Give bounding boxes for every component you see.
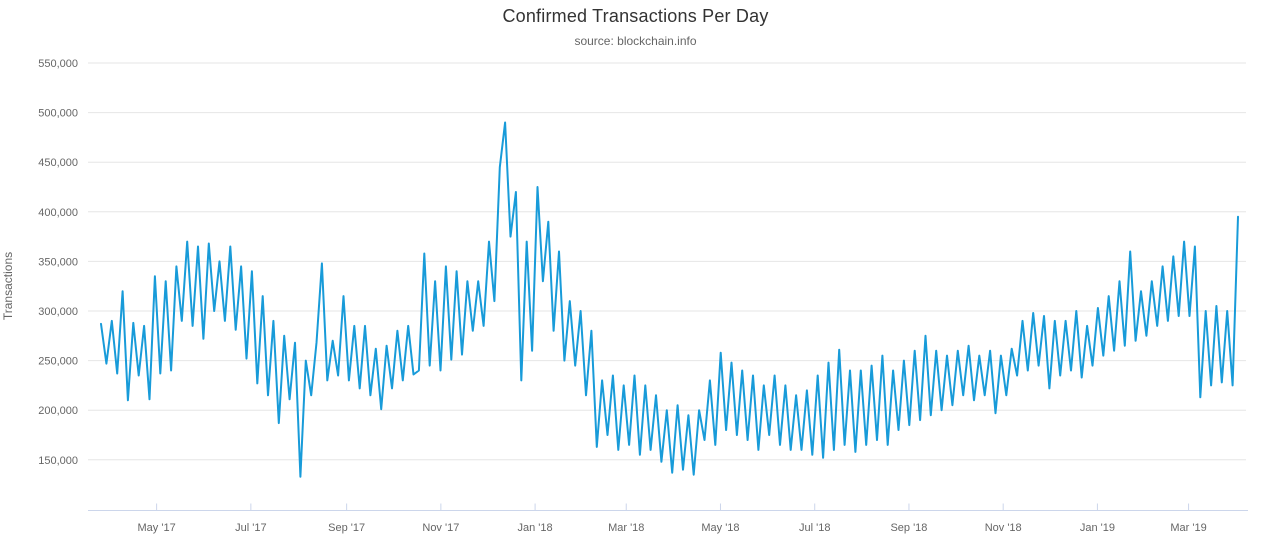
x-tick-label: May '17 (138, 522, 176, 534)
chart-title: Confirmed Transactions Per Day (502, 6, 769, 26)
y-tick-label: 150,000 (38, 455, 78, 467)
x-tick-label: Mar '19 (1170, 522, 1206, 534)
x-tick-label: Jul '17 (235, 522, 266, 534)
x-tick-label: Jan '18 (518, 522, 553, 534)
y-tick-label: 500,000 (38, 108, 78, 120)
chart-subtitle: source: blockchain.info (574, 34, 697, 48)
x-tick-label: Mar '18 (608, 522, 644, 534)
y-tick-label: 200,000 (38, 405, 78, 417)
y-tick-label: 300,000 (38, 306, 78, 318)
y-tick-label: 450,000 (38, 157, 78, 169)
y-tick-label: 550,000 (38, 58, 78, 70)
x-tick-label: Nov '18 (985, 522, 1022, 534)
x-tick-label: Sep '17 (328, 522, 365, 534)
y-tick-label: 350,000 (38, 256, 78, 268)
series-line[interactable] (100, 121, 1239, 478)
x-tick-label: May '18 (701, 522, 739, 534)
x-tick-label: Sep '18 (890, 522, 927, 534)
x-tick-label: Jan '19 (1080, 522, 1115, 534)
y-tick-label: 400,000 (38, 207, 78, 219)
y-tick-label: 250,000 (38, 356, 78, 368)
x-tick-label: Nov '17 (422, 522, 459, 534)
x-tick-label: Jul '18 (799, 522, 830, 534)
